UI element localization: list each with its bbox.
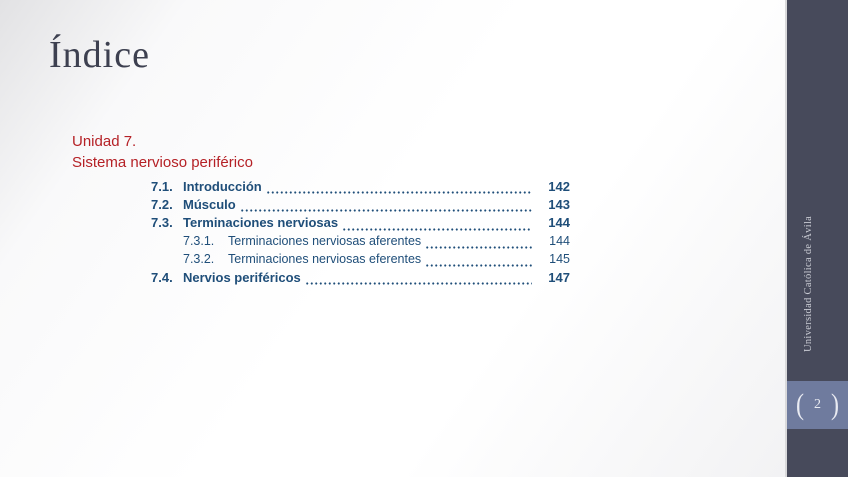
- sidebar: Universidad Católica de Ávila ( 2 ): [785, 0, 848, 477]
- dot-leader: [239, 209, 532, 213]
- slide-page-number: 2: [814, 397, 821, 412]
- toc-entry-number: 7.4.: [151, 269, 173, 285]
- left-bracket-decoration: (: [796, 388, 804, 422]
- toc-row: 7.2. Músculo 143: [151, 197, 570, 215]
- toc-entry-page: 142: [548, 179, 570, 194]
- toc-row: 7.1. Introducción 142: [151, 179, 570, 197]
- unit-heading-line2: Sistema nervioso periférico: [72, 154, 253, 171]
- toc-entry-number: 7.3.1.: [183, 233, 215, 248]
- toc-entry-number: 7.3.: [151, 215, 173, 231]
- dot-leader: [425, 245, 532, 249]
- toc-entry-label: Terminaciones nerviosas: [183, 215, 339, 231]
- unit-heading-line1: Unidad 7.: [72, 133, 137, 150]
- dot-leader: [304, 282, 532, 286]
- toc-entry-page: 147: [548, 269, 570, 285]
- toc-row: 7.4. Nervios periféricos 147: [151, 270, 570, 288]
- toc-entry-page: 143: [548, 197, 570, 213]
- toc-entry-label: Nervios periféricos: [183, 269, 301, 285]
- toc-row: 7.3. Terminaciones nerviosas 144: [151, 215, 570, 233]
- toc-row: 7.3.2. Terminaciones nerviosas eferentes 1…: [151, 252, 570, 270]
- toc-entry-label: Músculo: [183, 197, 236, 213]
- toc-entry-label: Terminaciones nerviosas aferentes: [228, 233, 422, 248]
- toc-entry-number: 7.2.: [151, 197, 173, 213]
- unit-heading: Unidad 7. Sistema nervioso periférico: [72, 131, 253, 173]
- page-number-box: ( 2 ): [787, 381, 848, 429]
- toc-entry-number: 7.1.: [151, 179, 173, 194]
- right-bracket-decoration: ): [831, 388, 839, 422]
- toc-entry-number: 7.3.2.: [183, 251, 215, 266]
- table-of-contents: 7.1. Introducción 142 7.2. Músculo 143 7.3. Ter…: [151, 179, 570, 288]
- toc-row: 7.3.1. Terminaciones nerviosas aferentes 1…: [151, 234, 570, 252]
- university-vertical-label: Universidad Católica de Ávila: [803, 215, 814, 352]
- toc-entry-label: Introducción: [183, 179, 262, 194]
- toc-entry-page: 145: [549, 251, 570, 266]
- dot-leader: [425, 263, 532, 267]
- dot-leader: [342, 227, 532, 231]
- toc-entry-label: Terminaciones nerviosas eferentes: [228, 251, 422, 266]
- toc-entry-page: 144: [548, 215, 570, 231]
- page-title: Índice: [49, 34, 150, 76]
- dot-leader: [265, 191, 532, 195]
- toc-entry-page: 144: [549, 233, 570, 248]
